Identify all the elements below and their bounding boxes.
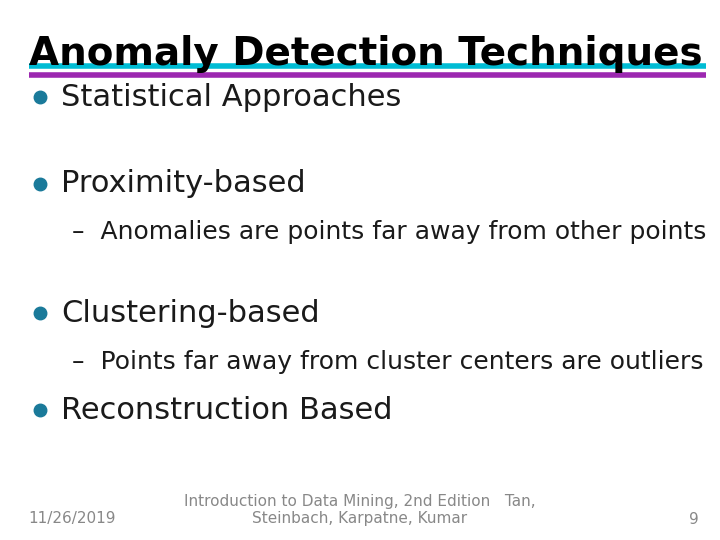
Text: Introduction to Data Mining, 2nd Edition   Tan,
Steinbach, Karpatne, Kumar: Introduction to Data Mining, 2nd Edition… (184, 494, 536, 526)
Text: Reconstruction Based: Reconstruction Based (61, 396, 392, 425)
Text: –  Points far away from cluster centers are outliers: – Points far away from cluster centers a… (72, 350, 703, 374)
Text: 9: 9 (688, 511, 698, 526)
Text: Anomaly Detection Techniques: Anomaly Detection Techniques (29, 35, 703, 73)
Text: Proximity-based: Proximity-based (61, 169, 306, 198)
Text: Statistical Approaches: Statistical Approaches (61, 83, 402, 112)
Text: –  Anomalies are points far away from other points: – Anomalies are points far away from oth… (72, 220, 706, 244)
Text: Clustering-based: Clustering-based (61, 299, 320, 328)
Text: 11/26/2019: 11/26/2019 (29, 511, 117, 526)
